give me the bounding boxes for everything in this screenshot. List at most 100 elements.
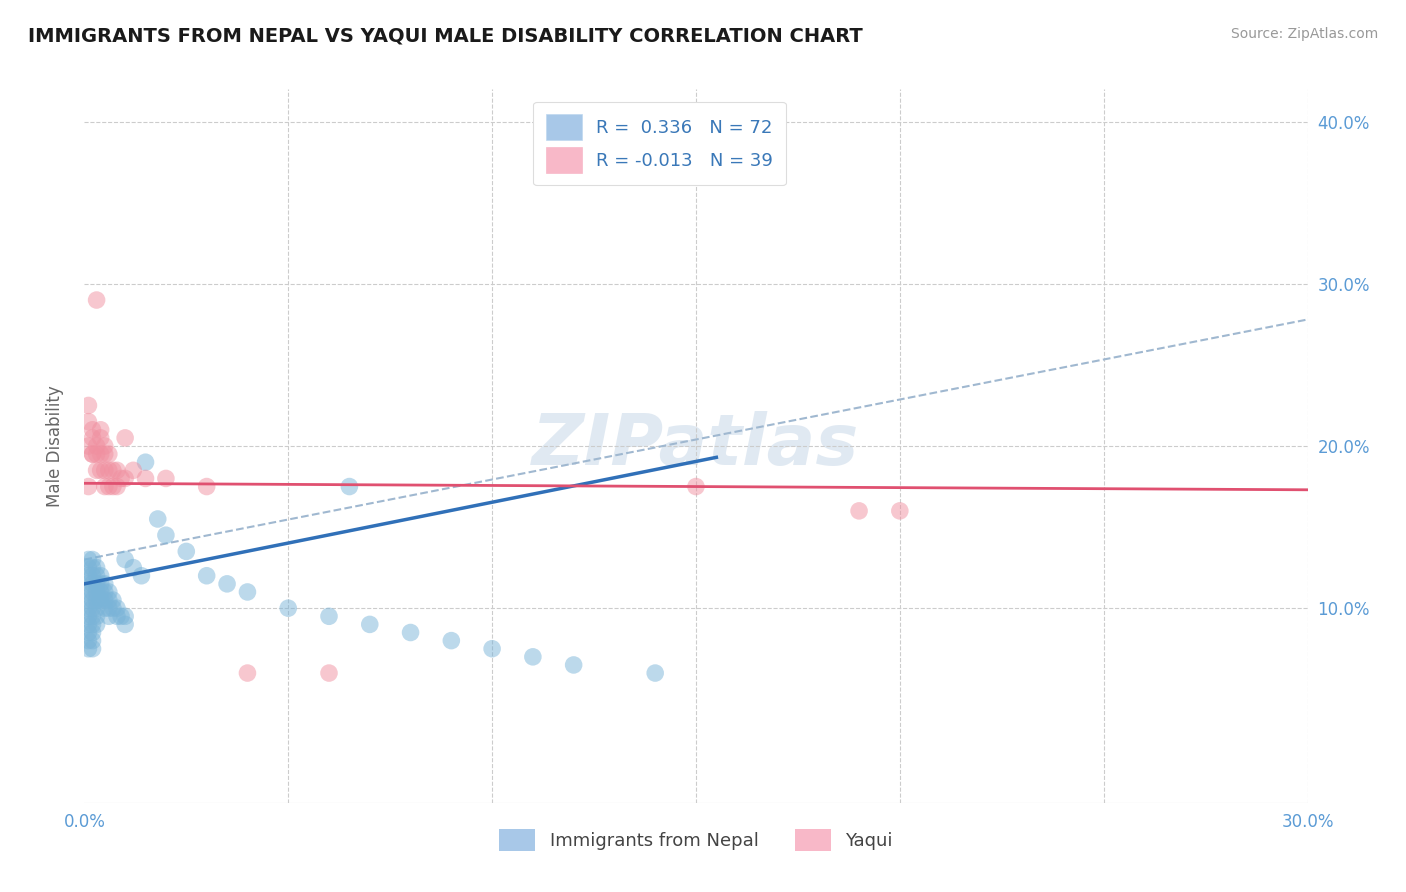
Point: [93, 463, 115, 477]
Point: [77, 585, 100, 599]
Point: [77, 399, 100, 413]
Point: [86, 568, 108, 582]
Point: [90, 568, 112, 582]
Point: [77, 568, 100, 582]
Legend: Immigrants from Nepal, Yaqui: Immigrants from Nepal, Yaqui: [492, 822, 900, 858]
Point: [277, 601, 299, 615]
Point: [318, 609, 340, 624]
Point: [82, 609, 104, 624]
Text: Source: ZipAtlas.com: Source: ZipAtlas.com: [1230, 27, 1378, 41]
Point: [101, 601, 124, 615]
Point: [86, 617, 108, 632]
Point: [86, 577, 108, 591]
Point: [97, 593, 120, 607]
Point: [195, 479, 218, 493]
Text: IMMIGRANTS FROM NEPAL VS YAQUI MALE DISABILITY CORRELATION CHART: IMMIGRANTS FROM NEPAL VS YAQUI MALE DISA…: [28, 27, 863, 45]
Point: [90, 577, 112, 591]
Point: [93, 593, 115, 607]
Point: [82, 593, 104, 607]
Point: [562, 657, 585, 672]
Point: [236, 585, 259, 599]
Point: [93, 479, 115, 493]
Point: [114, 431, 136, 445]
Point: [122, 463, 145, 477]
Point: [481, 641, 503, 656]
Point: [93, 601, 115, 615]
Point: [82, 423, 104, 437]
Point: [82, 601, 104, 615]
Y-axis label: Male Disability: Male Disability: [45, 385, 63, 507]
Point: [97, 479, 120, 493]
Point: [105, 479, 128, 493]
Point: [77, 641, 100, 656]
Point: [90, 423, 112, 437]
Point: [105, 609, 128, 624]
Point: [86, 593, 108, 607]
Point: [86, 560, 108, 574]
Point: [82, 568, 104, 582]
Point: [122, 560, 145, 574]
Point: [90, 585, 112, 599]
Point: [77, 633, 100, 648]
Point: [82, 552, 104, 566]
Point: [105, 601, 128, 615]
Point: [155, 528, 177, 542]
Point: [77, 617, 100, 632]
Point: [93, 585, 115, 599]
Point: [97, 609, 120, 624]
Point: [82, 560, 104, 574]
Point: [86, 609, 108, 624]
Point: [77, 560, 100, 574]
Point: [101, 593, 124, 607]
Text: ZIPatlas: ZIPatlas: [533, 411, 859, 481]
Point: [90, 431, 112, 445]
Point: [77, 552, 100, 566]
Point: [77, 609, 100, 624]
Point: [97, 585, 120, 599]
Point: [93, 439, 115, 453]
Point: [440, 633, 463, 648]
Point: [105, 463, 128, 477]
Point: [889, 504, 911, 518]
Point: [90, 447, 112, 461]
Point: [135, 471, 157, 485]
Point: [82, 625, 104, 640]
Point: [82, 617, 104, 632]
Point: [93, 447, 115, 461]
Point: [86, 585, 108, 599]
Point: [82, 431, 104, 445]
Point: [86, 601, 108, 615]
Point: [131, 568, 153, 582]
Point: [82, 633, 104, 648]
Point: [93, 577, 115, 591]
Point: [97, 601, 120, 615]
Point: [110, 471, 132, 485]
Point: [339, 479, 361, 493]
Point: [236, 666, 259, 681]
Point: [82, 577, 104, 591]
Point: [399, 625, 422, 640]
Point: [155, 471, 177, 485]
Point: [82, 585, 104, 599]
Point: [77, 415, 100, 429]
Point: [522, 649, 544, 664]
Point: [101, 463, 124, 477]
Point: [146, 512, 169, 526]
Point: [110, 609, 132, 624]
Point: [114, 471, 136, 485]
Point: [77, 593, 100, 607]
Point: [114, 609, 136, 624]
Point: [101, 479, 124, 493]
Point: [77, 439, 100, 453]
Point: [195, 568, 218, 582]
Point: [77, 577, 100, 591]
Point: [97, 447, 120, 461]
Point: [359, 617, 381, 632]
Point: [318, 666, 340, 681]
Point: [685, 479, 707, 493]
Point: [77, 479, 100, 493]
Point: [848, 504, 870, 518]
Point: [86, 447, 108, 461]
Point: [135, 455, 157, 469]
Point: [77, 601, 100, 615]
